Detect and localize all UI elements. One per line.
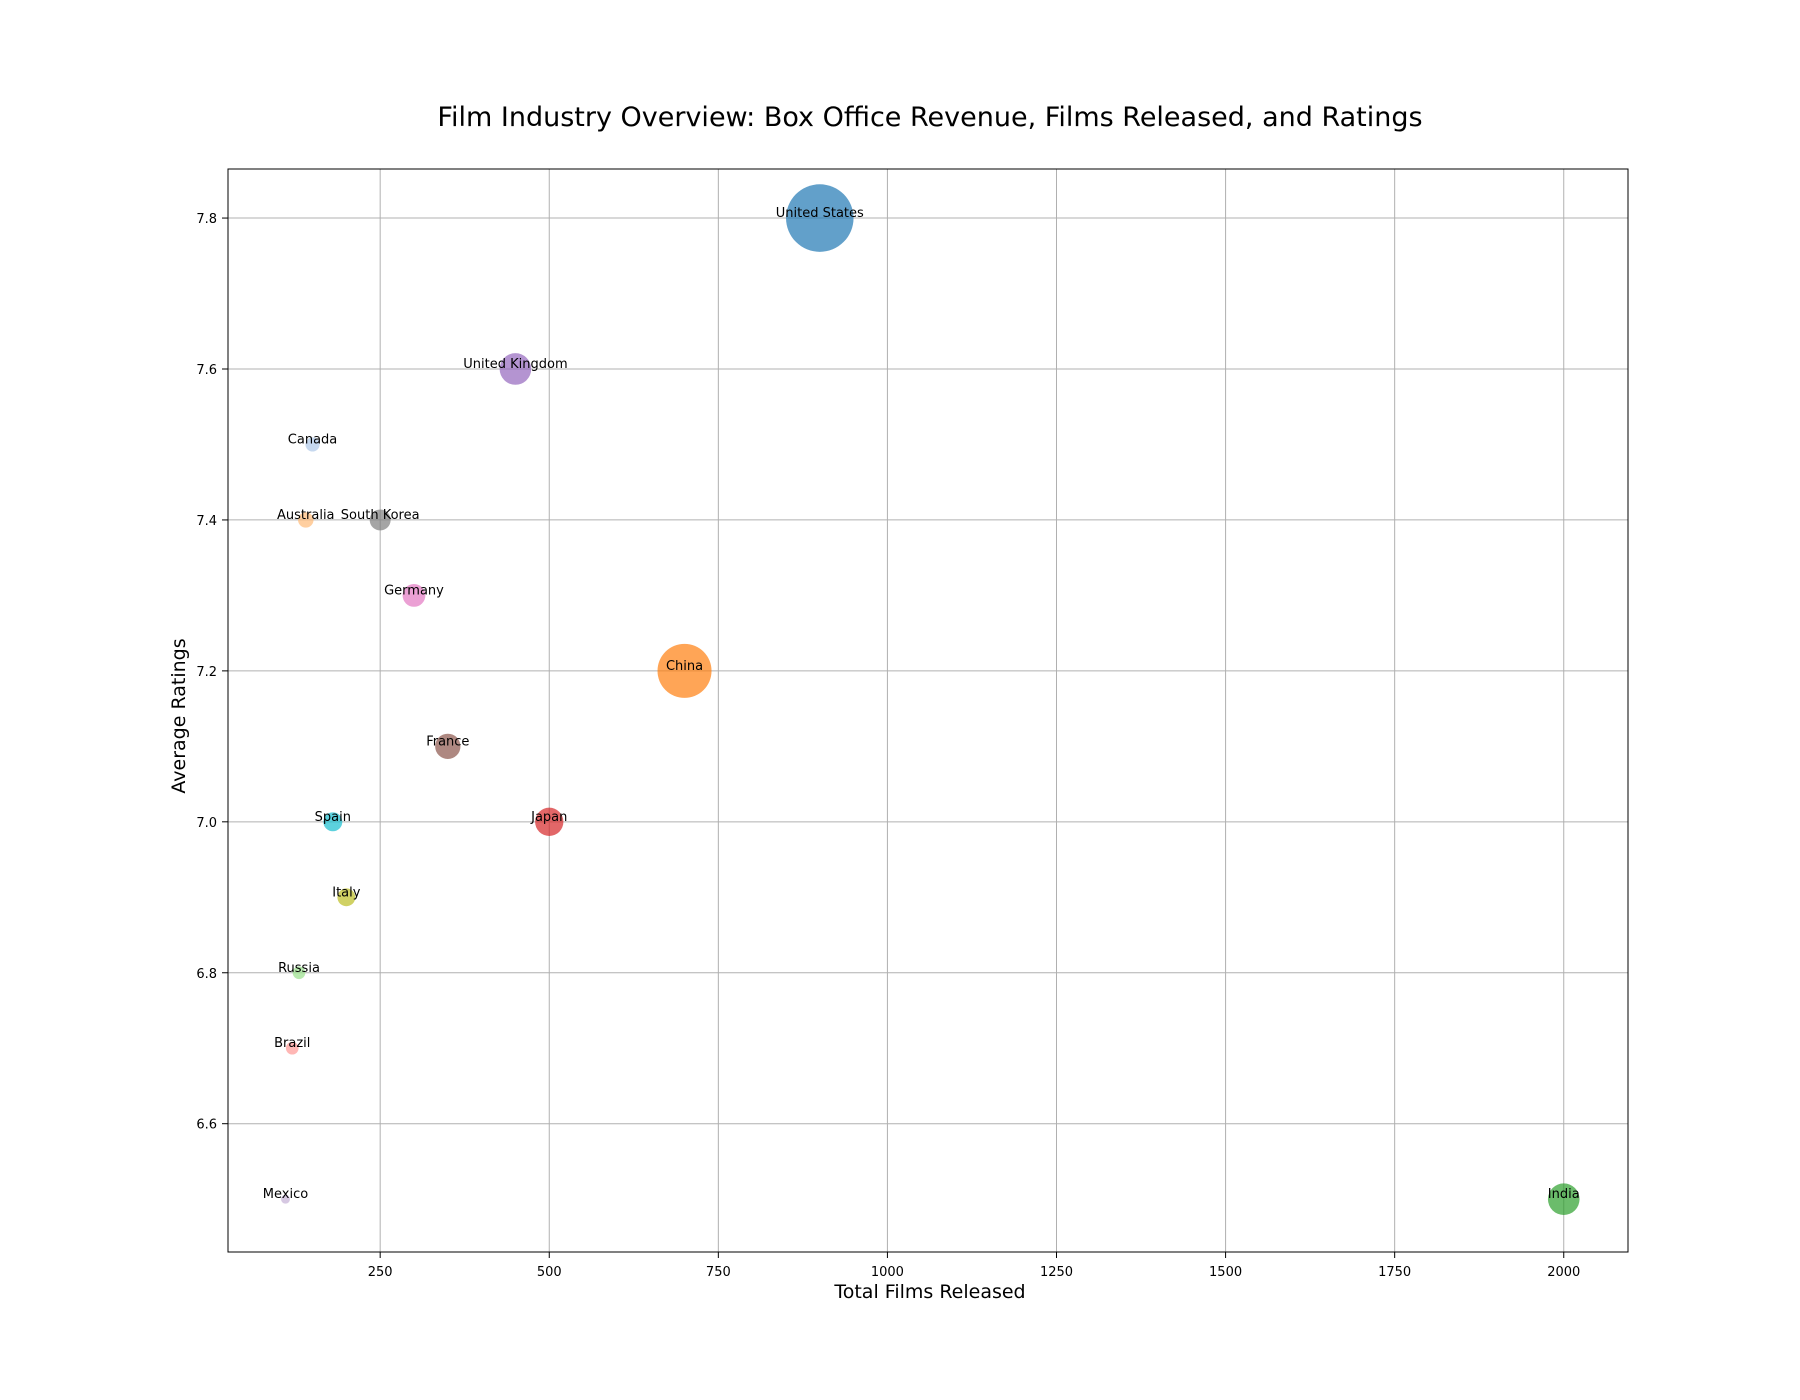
bubble-japan — [535, 807, 564, 836]
x-tick-label: 2000 — [1547, 1265, 1580, 1280]
bubble-label: Russia — [278, 961, 320, 976]
bubbles — [281, 184, 1580, 1215]
bubble-label: India — [1548, 1187, 1580, 1202]
x-tick-label: 1000 — [871, 1265, 904, 1280]
bubble-label: Germany — [384, 583, 444, 598]
x-axis-ticks: 250 500 750 1000 1250 1500 1750 2000 — [368, 1252, 1580, 1280]
x-axis-label: Total Films Released — [833, 1281, 1025, 1303]
bubble-germany — [402, 584, 426, 607]
x-tick-label: 500 — [537, 1265, 562, 1280]
y-tick-label: 6.6 — [196, 1118, 217, 1133]
bubble-mexico — [281, 1194, 290, 1204]
bubble-label: Australia — [277, 508, 335, 523]
bubble-france — [435, 733, 461, 759]
x-tick-label: 1500 — [1209, 1265, 1242, 1280]
bubble-label: Spain — [315, 810, 351, 825]
x-tick-label: 1250 — [1040, 1265, 1073, 1280]
bubble-label: South Korea — [341, 508, 420, 523]
bubble-label: United Kingdom — [463, 357, 567, 372]
y-axis-label: Average Ratings — [168, 638, 190, 793]
bubble-spain — [323, 812, 343, 832]
chart-title: Film Industry Overview: Box Office Reven… — [437, 102, 1422, 133]
bubble-labels: United States China India Japan United Kingd… — [263, 206, 1580, 1202]
y-tick-label: 6.8 — [196, 967, 217, 982]
y-tick-label: 7.4 — [196, 514, 217, 529]
bubble-label: France — [426, 734, 469, 749]
bubble-label: United States — [776, 206, 864, 221]
x-tick-label: 250 — [368, 1265, 393, 1280]
y-tick-label: 7.2 — [196, 665, 217, 680]
bubble-canada — [305, 437, 320, 452]
bubble-united-kingdom — [499, 353, 532, 385]
bubble-italy — [337, 888, 356, 907]
bubble-label: China — [666, 659, 703, 674]
bubble-india — [1547, 1183, 1580, 1215]
x-tick-label: 1750 — [1378, 1265, 1411, 1280]
bubble-australia — [298, 512, 314, 528]
bubble-united-states — [786, 184, 854, 252]
bubble-south-korea — [369, 509, 391, 531]
bubble-label: Japan — [530, 810, 567, 825]
y-axis-ticks: 6.6 6.8 7.0 7.2 7.4 7.6 7.8 — [196, 212, 228, 1133]
y-tick-label: 7.8 — [196, 212, 217, 227]
y-tick-label: 7.6 — [196, 363, 217, 378]
bubble-russia — [292, 966, 306, 980]
bubble-label: Canada — [288, 432, 337, 447]
bubble-label: Brazil — [274, 1036, 310, 1051]
grid — [228, 169, 1628, 1252]
bubble-china — [657, 643, 712, 698]
y-tick-label: 7.0 — [196, 816, 217, 831]
plot-frame — [227, 168, 1629, 1253]
x-tick-label: 750 — [706, 1265, 731, 1280]
bubble-brazil — [285, 1041, 299, 1055]
bubble-label: Mexico — [263, 1187, 308, 1202]
bubble-label: Italy — [332, 885, 361, 900]
